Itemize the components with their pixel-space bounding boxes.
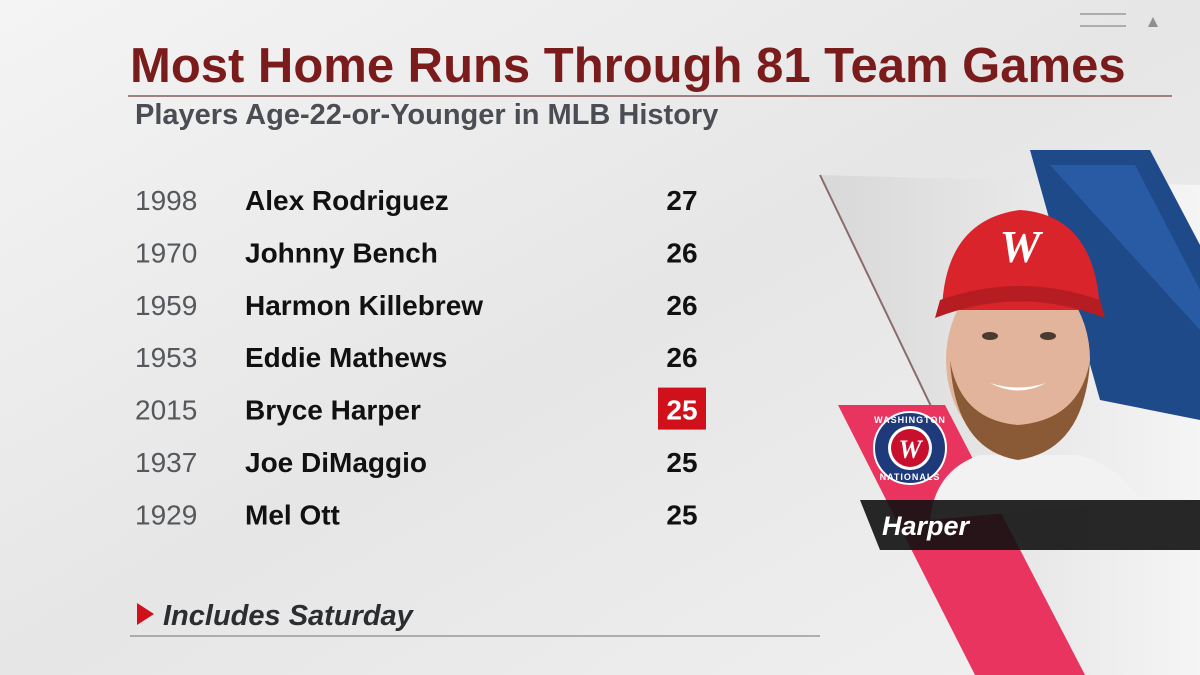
home-runs: 27 — [666, 185, 697, 216]
home-runs: 26 — [666, 342, 697, 373]
svg-text:W: W — [1000, 221, 1044, 272]
player-name: Bryce Harper — [245, 395, 421, 426]
logo-bottom-text: NATIONALS — [880, 472, 941, 482]
year: 1953 — [135, 342, 197, 373]
year: 1970 — [135, 237, 197, 268]
player-panel: W W — [819, 150, 1200, 675]
player-name: Eddie Mathews — [245, 342, 447, 373]
year: 2015 — [135, 395, 197, 426]
player-name: Johnny Bench — [245, 237, 438, 268]
svg-text:W: W — [898, 435, 923, 464]
player-name: Alex Rodriguez — [245, 185, 449, 216]
home-runs: 25 — [666, 499, 697, 530]
player-name: Harmon Killebrew — [245, 290, 483, 321]
footnote: Includes Saturday — [163, 600, 415, 632]
year: 1998 — [135, 185, 197, 216]
player-name: Joe DiMaggio — [245, 447, 427, 478]
year: 1929 — [135, 499, 197, 530]
home-runs: 26 — [666, 290, 697, 321]
table: 1998 Alex Rodriguez 27 1970 Johnny Bench 26 19… — [135, 185, 706, 530]
highlight-box — [658, 387, 706, 430]
decor — [1080, 13, 1158, 27]
title: Most Home Runs Through 81 Team Games — [130, 39, 1126, 93]
home-runs: 25 — [666, 447, 697, 478]
year: 1937 — [135, 447, 197, 478]
subtitle: Players Age-22-or-Younger in MLB History — [135, 99, 718, 131]
home-runs: 25 — [666, 395, 697, 426]
note-marker — [137, 603, 154, 625]
player-name: Mel Ott — [245, 499, 340, 530]
home-runs: 26 — [666, 237, 697, 268]
year: 1959 — [135, 290, 197, 321]
logo-top-text: WASHINGTON — [874, 415, 946, 425]
player-tag: Harper — [882, 511, 971, 541]
